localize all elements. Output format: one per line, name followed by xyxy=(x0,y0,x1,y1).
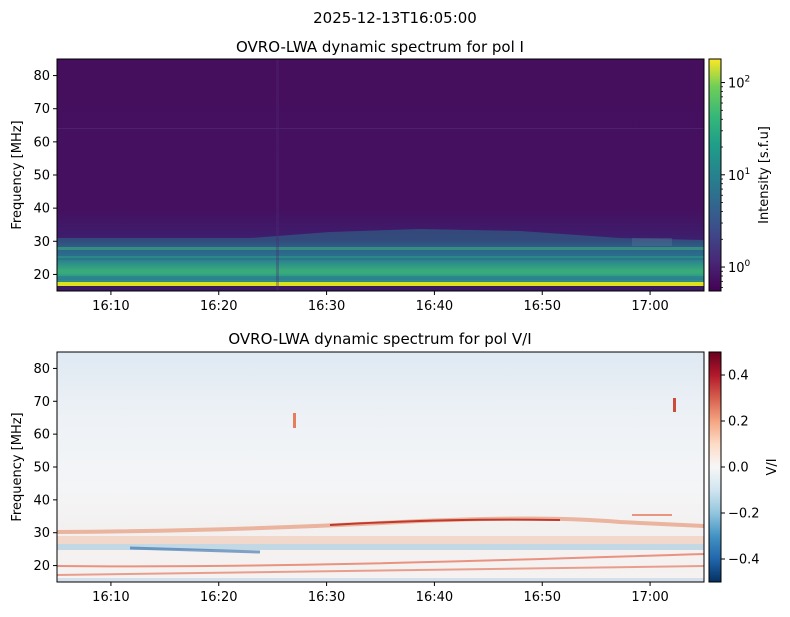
colorbar-tick-label: 101 xyxy=(728,167,750,184)
x-tick-label: 16:50 xyxy=(524,590,561,605)
y-axis-pol-vi: 20 30 40 50 60 70 80 xyxy=(33,362,57,574)
x-axis-pol-i: 16:10 16:20 16:30 16:40 16:50 17:00 xyxy=(92,291,669,314)
artifact-pol-i xyxy=(632,238,672,246)
x-tick-label: 16:40 xyxy=(416,590,453,605)
y-tick-label: 50 xyxy=(33,461,50,476)
x-tick-label: 16:40 xyxy=(416,299,453,314)
x-tick-label: 16:50 xyxy=(524,299,561,314)
band-stripe-c xyxy=(57,270,704,274)
panel-pol-vi: OVRO-LWA dynamic spectrum for pol V/I 20… xyxy=(10,330,780,605)
y-tick-label: 50 xyxy=(33,169,50,184)
x-axis-pol-vi: 16:10 16:20 16:30 16:40 16:50 17:00 xyxy=(92,582,669,605)
x-tick-label: 16:20 xyxy=(200,299,237,314)
bright-band-pol-i xyxy=(57,282,704,286)
bottom-band-pol-i xyxy=(57,286,704,291)
y-tick-label: 40 xyxy=(33,493,50,508)
figure-suptitle: 2025-12-13T16:05:00 xyxy=(313,9,477,27)
band-stripe-a xyxy=(57,247,704,250)
y-tick-label: 30 xyxy=(33,526,50,541)
x-tick-label: 16:20 xyxy=(200,590,237,605)
colorbar-tick-label: 100 xyxy=(728,259,751,276)
rfi-column-pol-i xyxy=(276,59,279,291)
band-stripe-e xyxy=(57,536,704,544)
y-tick-label: 20 xyxy=(33,268,50,283)
heatmap-pol-vi xyxy=(57,352,704,582)
y-axis-label-pol-vi: Frequency [MHz] xyxy=(10,412,25,521)
x-tick-label: 16:30 xyxy=(308,299,345,314)
y-tick-label: 70 xyxy=(33,102,50,117)
colorbar-pol-vi xyxy=(708,351,722,583)
heatmap-pol-i xyxy=(57,59,704,291)
x-tick-label: 16:30 xyxy=(308,590,345,605)
colorbar-label-pol-i: Intensity [s.f.u] xyxy=(757,126,772,224)
colorbar-tick-label: −0.4 xyxy=(728,553,760,568)
colorbar-ticks-pol-i: 100 101 102 xyxy=(721,75,751,288)
y-tick-label: 40 xyxy=(33,202,50,217)
x-tick-label: 16:10 xyxy=(92,299,129,314)
x-tick-label: 17:00 xyxy=(631,299,668,314)
colorbar-tick-label: −0.2 xyxy=(728,507,760,522)
colorbar-label-pol-vi: V/I xyxy=(765,458,780,475)
panel-pol-i: OVRO-LWA dynamic spectrum for pol I 20 30… xyxy=(10,38,772,314)
band-stripe-b xyxy=(57,256,704,258)
colorbar-tick-label: 0.4 xyxy=(728,369,749,384)
y-tick-label: 70 xyxy=(33,395,50,410)
red-artifact-c xyxy=(632,514,672,516)
red-trace-low-pol-vi xyxy=(57,553,704,568)
strong-red-trace-pol-vi xyxy=(329,518,561,526)
band-stripe-d xyxy=(57,276,704,280)
chart-title-pol-vi: OVRO-LWA dynamic spectrum for pol V/I xyxy=(228,330,531,348)
colorbar-tick-label: 0.0 xyxy=(728,461,749,476)
band-stripe-f xyxy=(57,544,704,550)
colorbar-tick-label: 0.2 xyxy=(728,415,749,430)
y-tick-label: 80 xyxy=(33,362,50,377)
x-tick-label: 16:10 xyxy=(92,590,129,605)
x-tick-label: 17:00 xyxy=(631,590,668,605)
y-tick-label: 60 xyxy=(33,428,50,443)
y-tick-label: 60 xyxy=(33,135,50,150)
bottom-band-pol-vi xyxy=(57,578,704,582)
band-edge-pol-i xyxy=(57,229,704,260)
colorbar-pol-i xyxy=(708,58,722,292)
rfi-line-pol-i xyxy=(57,128,704,129)
red-artifact-b xyxy=(673,398,676,412)
chart-title-pol-i: OVRO-LWA dynamic spectrum for pol I xyxy=(236,38,524,56)
y-axis-label-pol-i: Frequency [MHz] xyxy=(10,120,25,229)
y-tick-label: 20 xyxy=(33,559,50,574)
red-artifact-a xyxy=(293,413,296,428)
colorbar-tick-label: 102 xyxy=(728,75,750,92)
y-tick-label: 80 xyxy=(33,69,50,84)
blue-trace-pol-vi xyxy=(129,546,261,554)
y-axis-pol-i: 20 30 40 50 60 70 80 xyxy=(33,69,57,283)
y-tick-label: 30 xyxy=(33,235,50,250)
colorbar-ticks-pol-vi: 0.4 0.2 0.0 −0.2 −0.4 xyxy=(721,369,760,568)
